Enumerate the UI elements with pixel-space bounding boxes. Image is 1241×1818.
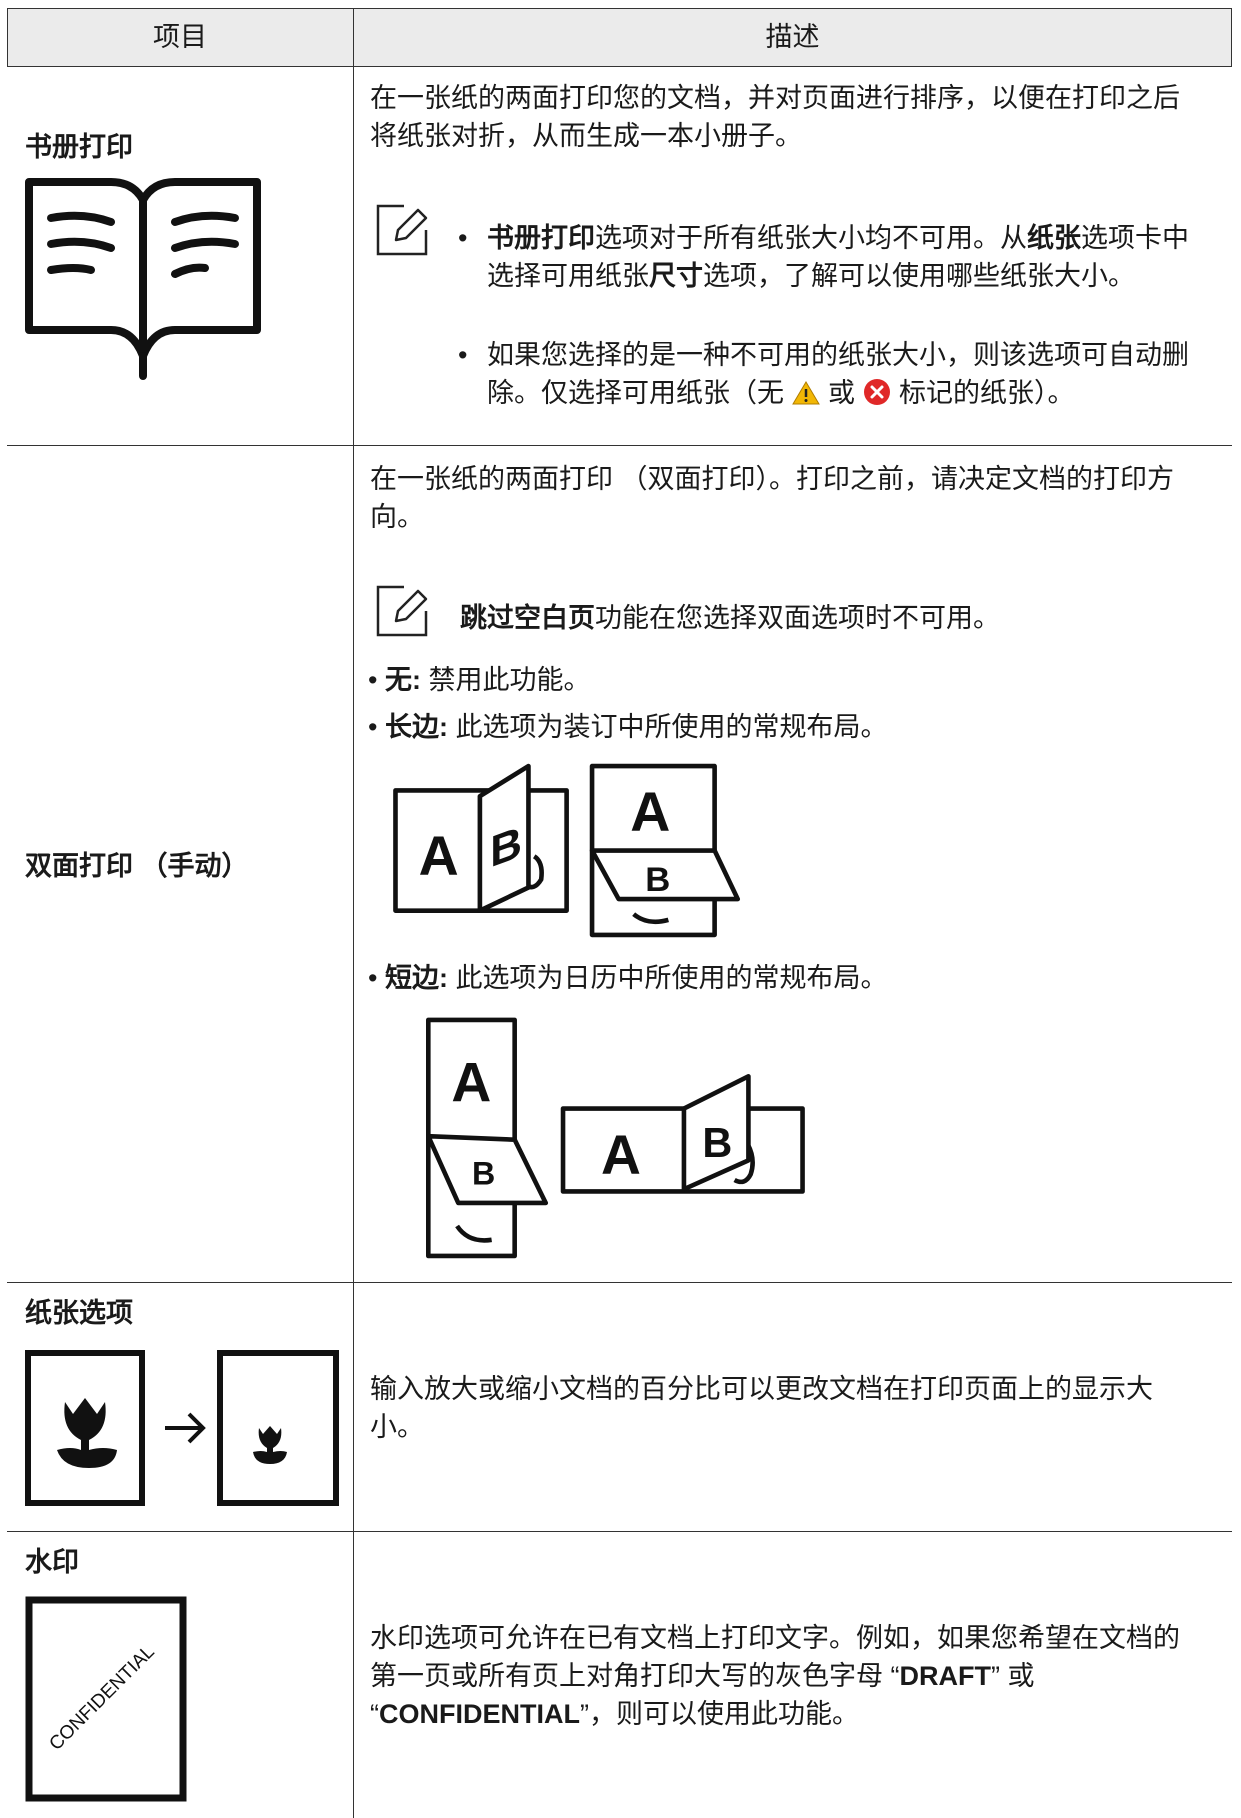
item-label: 纸张选项 bbox=[25, 1298, 133, 1328]
row-divider bbox=[7, 445, 1232, 446]
option-text: 此选项为装订中所使用的常规布局。 bbox=[455, 712, 888, 742]
watermark-text: CONFIDENTIAL bbox=[45, 1641, 158, 1754]
option: • 无: 禁用此功能。 bbox=[368, 665, 591, 695]
note-bullet: • 书册打印选项对于所有纸张大小均不可用。从纸张选项卡中选择可用纸张尺寸选项，了… bbox=[458, 219, 1203, 295]
column-divider bbox=[353, 8, 354, 1818]
note-text: 如果您选择的是一种不可用的纸张大小，则该选项可自动删除。仅选择可用纸张（无或 标记… bbox=[487, 336, 1203, 412]
svg-text:B: B bbox=[490, 816, 522, 877]
description: 在一张纸的两面打印 （双面打印）。打印之前，请决定文档的打印方向。 bbox=[370, 464, 1175, 532]
svg-text:B: B bbox=[645, 861, 670, 899]
text: 或 bbox=[828, 378, 855, 408]
svg-text:A: A bbox=[451, 1052, 491, 1114]
text: 选项卡中选择可用纸张 bbox=[487, 223, 1189, 291]
svg-text:A: A bbox=[419, 825, 459, 887]
note-icon bbox=[376, 204, 428, 256]
option: • 长边: 此选项为装订中所使用的常规布局。 bbox=[368, 712, 888, 742]
bold-term: 书册打印 bbox=[487, 223, 595, 253]
item-label: 双面打印 （手动） bbox=[25, 851, 249, 881]
watermark-icon: CONFIDENTIAL bbox=[25, 1596, 187, 1802]
note-text: 书册打印选项对于所有纸张大小均不可用。从纸张选项卡中选择可用纸张尺寸选项，了解可… bbox=[487, 219, 1203, 295]
long-edge-figure: A B A B bbox=[393, 763, 741, 938]
svg-text:B: B bbox=[472, 1156, 495, 1192]
svg-text:A: A bbox=[630, 781, 670, 843]
header-row bbox=[7, 8, 1232, 67]
text: ” 或 “ bbox=[370, 1661, 1035, 1729]
text: 水印选项可允许在已有文档上打印文字。例如，如果您希望在文档的第一页或所有页上对角… bbox=[370, 1623, 1180, 1691]
description: 在一张纸的两面打印您的文档，并对页面进行排序，以便在打印之后将纸张对折，从而生成… bbox=[370, 83, 1180, 151]
error-icon bbox=[864, 379, 890, 405]
bold-term: 尺寸 bbox=[649, 261, 703, 291]
option: • 短边: 此选项为日历中所使用的常规布局。 bbox=[368, 963, 888, 993]
option-name: 无: bbox=[384, 665, 421, 695]
text: 功能在您选择双面选项时不可用。 bbox=[595, 603, 1000, 633]
header-cell: 项目 bbox=[153, 22, 207, 52]
text: 标记的纸张）。 bbox=[899, 378, 1075, 408]
text: 选项，了解可以使用哪些纸张大小。 bbox=[703, 261, 1135, 291]
header-cell: 描述 bbox=[765, 22, 820, 52]
option-name: 长边: bbox=[384, 712, 448, 742]
row-divider bbox=[7, 1282, 1232, 1283]
item-label: 水印 bbox=[25, 1547, 79, 1577]
option-text: 此选项为日历中所使用的常规布局。 bbox=[455, 963, 888, 993]
bold-term: 纸张 bbox=[1027, 223, 1081, 253]
option-name: 短边: bbox=[384, 963, 448, 993]
text: 选项对于所有纸张大小均不可用。从 bbox=[595, 223, 1027, 253]
svg-text:B: B bbox=[702, 1119, 732, 1166]
booklet-icon bbox=[25, 178, 261, 380]
note-text: 跳过空白页功能在您选择双面选项时不可用。 bbox=[460, 599, 1000, 637]
short-edge-figure: A B A B bbox=[426, 1017, 805, 1259]
text: 如果您选择的是一种不可用的纸张大小，则该选项可自动删除。仅选择可用纸张（无 bbox=[487, 340, 1189, 408]
option-text: 禁用此功能。 bbox=[428, 665, 591, 695]
description: 输入放大或缩小文档的百分比可以更改文档在打印页面上的显示大小。 bbox=[370, 1374, 1153, 1442]
item-label: 书册打印 bbox=[25, 132, 133, 162]
warning-icon bbox=[792, 381, 820, 405]
note-bullet: • 如果您选择的是一种不可用的纸张大小，则该选项可自动删除。仅选择可用纸张（无或… bbox=[458, 336, 1203, 412]
bold-term: CONFIDENTIAL bbox=[379, 1699, 580, 1729]
row-divider bbox=[7, 1531, 1232, 1532]
description: 水印选项可允许在已有文档上打印文字。例如，如果您希望在文档的第一页或所有页上对角… bbox=[370, 1619, 1200, 1733]
bold-term: 跳过空白页 bbox=[460, 603, 595, 633]
paper-options-icon bbox=[25, 1350, 339, 1506]
note-icon bbox=[376, 585, 428, 637]
bullet-dot: • bbox=[458, 223, 468, 253]
svg-text:A: A bbox=[601, 1124, 641, 1186]
text: ”，则可以使用此功能。 bbox=[579, 1699, 859, 1729]
bold-term: DRAFT bbox=[899, 1661, 991, 1691]
bullet-dot: • bbox=[458, 340, 468, 370]
